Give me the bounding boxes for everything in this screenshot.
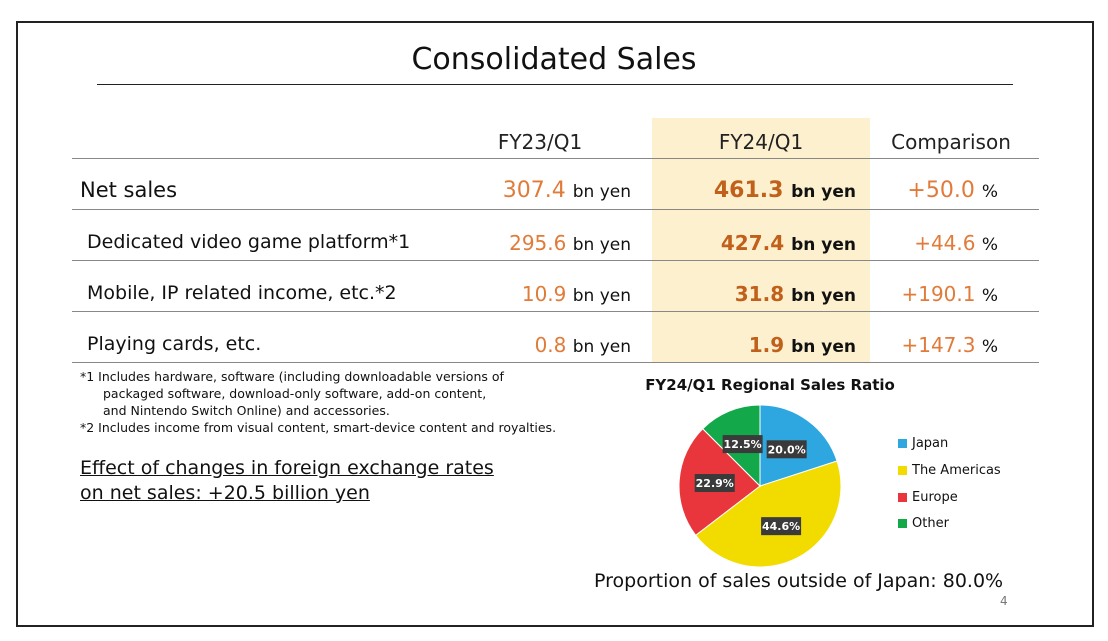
legend-item-the-americas: The Americas [898, 463, 1001, 478]
pie-label-the-americas: 44.6% [762, 520, 800, 533]
legend-label-other: Other [912, 516, 949, 531]
title-divider [97, 84, 1013, 85]
row-label-dedicated-platform: Dedicated video game platform*1 [87, 231, 411, 253]
net-sales-fy24: 461.3 bn yen [713, 178, 856, 203]
proportion-outside-japan: Proportion of sales outside of Japan: 80… [594, 570, 1004, 592]
platform-fy23: 295.6 bn yen [509, 231, 631, 255]
header-fy23: FY23/Q1 [497, 130, 583, 154]
legend-label-japan: Japan [912, 436, 949, 451]
legend-label-europe: Europe [912, 490, 958, 505]
mobile-fy23: 10.9 bn yen [521, 282, 631, 306]
slide-frame [16, 21, 1094, 627]
pie-chart-title: FY24/Q1 Regional Sales Ratio [645, 376, 895, 394]
header-fy24: FY24/Q1 [718, 130, 804, 154]
table-divider [72, 311, 1039, 312]
cards-fy24: 1.9 bn yen [748, 333, 856, 357]
page-number: 4 [1000, 594, 1008, 608]
pie-label-box-other [722, 435, 763, 454]
footnote-1-line-1: *1 Includes hardware, software (includin… [80, 369, 504, 384]
fx-line-2: on net sales: +20.5 billion yen [80, 482, 370, 504]
row-label-mobile-ip: Mobile, IP related income, etc.*2 [87, 282, 397, 304]
table-divider [72, 209, 1039, 210]
footnote-1-line-2: packaged software, download-only softwar… [103, 386, 487, 401]
table-divider [72, 260, 1039, 261]
row-label-net-sales: Net sales [80, 178, 178, 202]
legend-swatch-europe [898, 493, 907, 502]
legend-swatch-the-americas [898, 466, 907, 475]
pie-label-other: 12.5% [724, 438, 762, 451]
row-label-playing-cards: Playing cards, etc. [87, 333, 262, 355]
legend-item-europe: Europe [898, 490, 958, 505]
regional-sales-pie-chart: 20.0% 44.6% 22.9% 12.5% [678, 404, 842, 568]
header-comparison: Comparison [891, 130, 1011, 154]
pie-label-box-japan [766, 440, 807, 459]
fx-effect-note: Effect of changes in foreign exchange ra… [80, 456, 494, 506]
legend-label-the-americas: The Americas [912, 463, 1001, 478]
pie-slice-the-americas [694, 460, 842, 568]
pie-label-japan: 20.0% [768, 443, 806, 456]
mobile-comparison: +190.1 % [901, 282, 998, 306]
mobile-fy24: 31.8 bn yen [734, 282, 856, 306]
footnote-1-line-3: and Nintendo Switch Online) and accessor… [103, 403, 390, 418]
platform-comparison: +44.6 % [914, 231, 998, 255]
platform-fy24: 427.4 bn yen [720, 231, 856, 255]
legend-item-japan: Japan [898, 436, 948, 451]
net-sales-comparison: +50.0 % [907, 178, 998, 203]
page-title: Consolidated Sales [411, 42, 697, 77]
cards-fy23: 0.8 bn yen [534, 333, 631, 357]
net-sales-fy23: 307.4 bn yen [502, 178, 631, 203]
footnote-2: *2 Includes income from visual content, … [80, 420, 557, 435]
legend-item-other: Other [898, 516, 949, 531]
table-divider [72, 158, 1039, 159]
pie-label-box-the-americas [761, 517, 802, 536]
pie-label-box-europe [694, 474, 735, 493]
footnotes: *1 Includes hardware, software (includin… [80, 368, 556, 436]
fx-line-1: Effect of changes in foreign exchange ra… [80, 457, 494, 479]
cards-comparison: +147.3 % [901, 333, 998, 357]
legend-swatch-other [898, 519, 907, 528]
pie-label-europe: 22.9% [696, 477, 734, 490]
legend-swatch-japan [898, 439, 907, 448]
table-divider [72, 362, 1039, 363]
